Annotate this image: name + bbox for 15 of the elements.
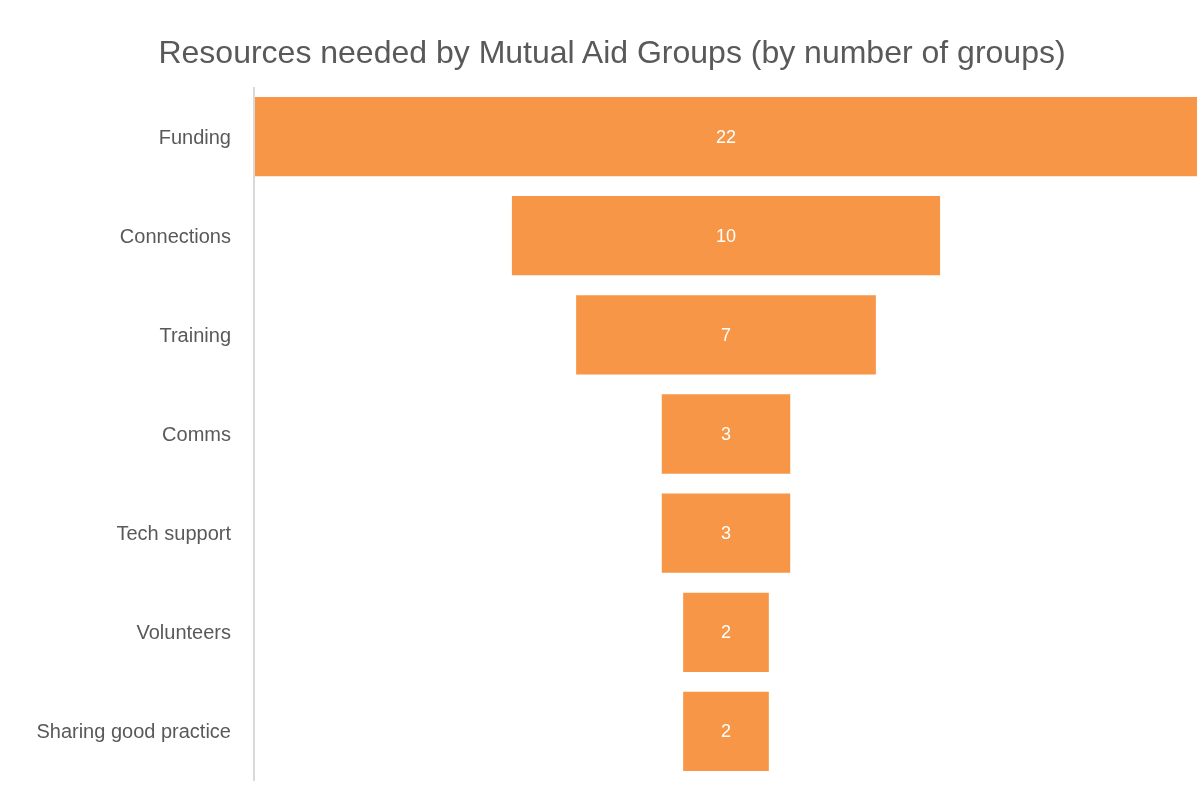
category-label: Volunteers — [136, 621, 231, 644]
category-label: Training — [159, 323, 231, 346]
category-label: Tech support — [116, 522, 232, 545]
data-label: 2 — [720, 622, 732, 643]
category-label: Comms — [162, 423, 231, 445]
data-label: 3 — [720, 523, 732, 544]
data-label: 3 — [720, 424, 732, 444]
data-label: 22 — [715, 126, 737, 147]
text: Resources needed by Mutual Aid Groups (by number of groups) — [158, 33, 1066, 70]
data-label: 10 — [715, 225, 737, 246]
category-label: Sharing good practice — [36, 720, 231, 743]
data-label: 2 — [720, 721, 732, 742]
category-label: Funding — [158, 125, 231, 148]
data-label: 7 — [720, 324, 732, 345]
category-label: Connections — [119, 224, 231, 247]
